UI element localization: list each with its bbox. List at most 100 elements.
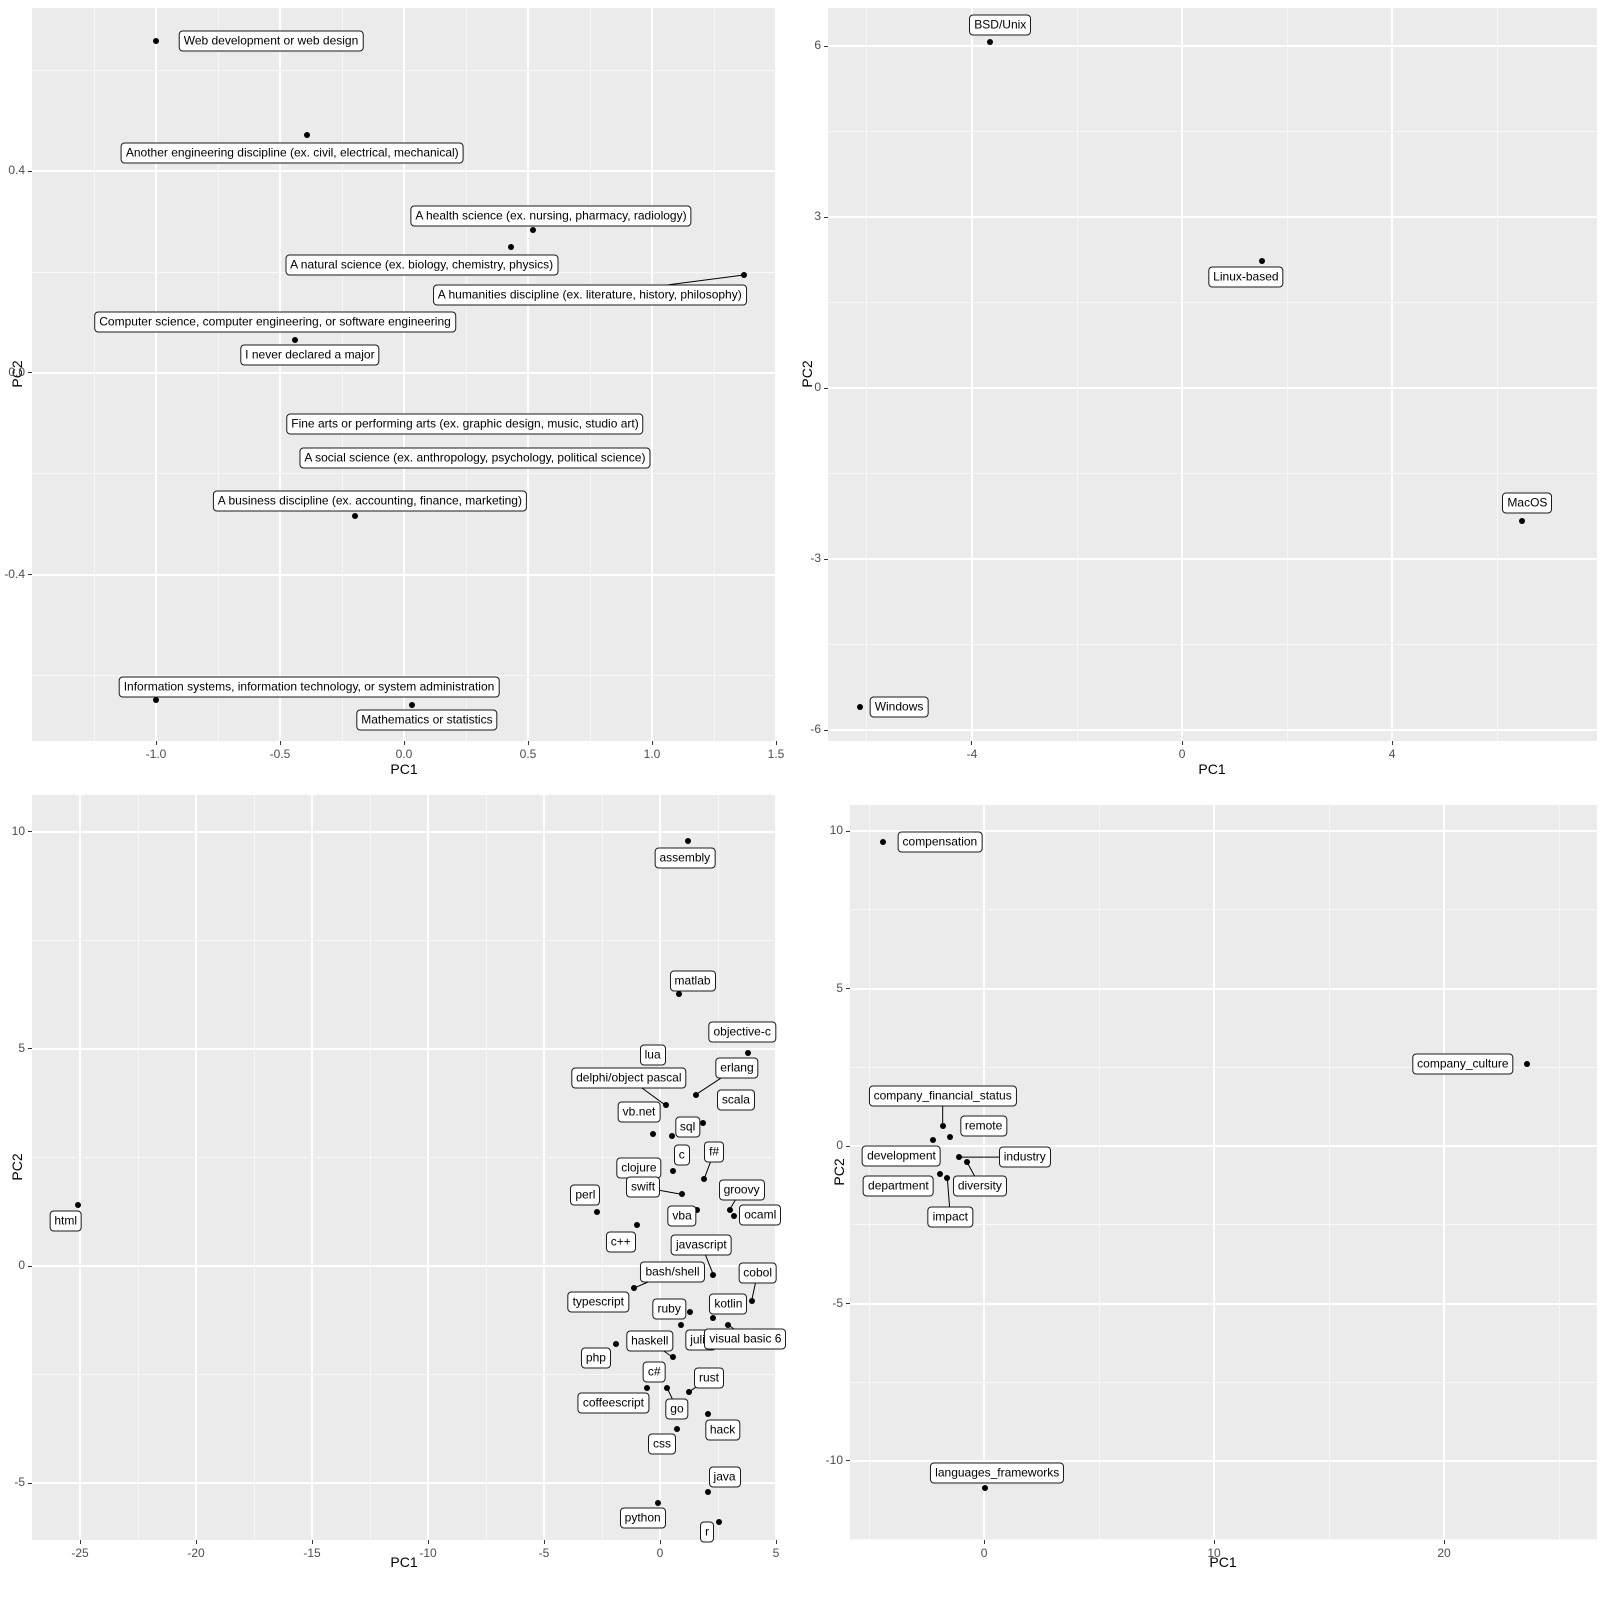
data-point <box>701 1176 708 1183</box>
gridline-minor <box>1328 805 1330 1540</box>
x-tick-mark <box>195 1540 197 1544</box>
x-tick-mark <box>279 741 281 745</box>
data-point <box>692 1091 699 1098</box>
data-point <box>725 1321 732 1328</box>
gridline-major <box>32 830 776 833</box>
point-label: html <box>49 1210 83 1232</box>
x-tick-label: 4 <box>1388 747 1396 761</box>
x-tick-mark <box>79 1540 81 1544</box>
x-tick-mark <box>775 741 777 745</box>
data-point <box>675 990 682 997</box>
point-label: BSD/Unix <box>969 14 1032 36</box>
x-tick-label: -5 <box>538 1546 550 1560</box>
point-label: Linux-based <box>1208 266 1284 288</box>
point-label: A social science (ex. anthropology, psyc… <box>299 447 651 469</box>
gridline-major <box>32 1265 776 1268</box>
y-tick-mark <box>824 558 828 560</box>
y-tick-mark <box>28 831 32 833</box>
data-point <box>946 1133 953 1140</box>
gridline-minor <box>717 795 719 1540</box>
point-label: A health science (ex. nursing, pharmacy,… <box>410 205 692 227</box>
x-tick-mark <box>1443 1540 1445 1544</box>
y-tick-label: 0.4 <box>8 163 25 178</box>
gridline-major <box>79 795 81 1540</box>
x-tick-label: 0 <box>656 1546 664 1560</box>
x-tick-label: 0.0 <box>395 747 413 761</box>
data-point <box>699 1119 706 1126</box>
y-tick-label: 0 <box>18 1258 25 1273</box>
y-tick-label: -3 <box>810 551 821 566</box>
x-tick-mark <box>1213 1540 1215 1544</box>
data-point <box>153 38 159 45</box>
point-label: r <box>700 1521 715 1543</box>
data-point <box>654 1499 661 1506</box>
gridline-major <box>32 170 776 173</box>
gridline-major <box>775 795 777 1540</box>
data-point <box>408 701 415 708</box>
data-point <box>982 1484 989 1491</box>
data-point <box>529 227 536 234</box>
x-axis-title: PC1 <box>390 761 418 777</box>
point-label: sql <box>674 1116 701 1138</box>
gridline-major <box>32 372 776 374</box>
data-point <box>694 1206 701 1213</box>
data-point <box>677 1321 684 1328</box>
x-tick-label: 0 <box>1178 747 1186 761</box>
gridline-minor <box>1558 805 1560 1540</box>
gridline-major <box>651 8 653 741</box>
y-tick-mark <box>846 1460 850 1462</box>
data-point <box>963 1158 970 1165</box>
point-label: coffeescript <box>577 1392 650 1414</box>
gridline-major <box>850 830 1597 833</box>
data-point <box>304 132 311 139</box>
gridline-major <box>311 795 313 1540</box>
data-point <box>944 1174 951 1181</box>
data-point <box>631 1284 638 1291</box>
gridline-minor <box>32 939 776 941</box>
x-axis-title: PC1 <box>1209 1554 1237 1570</box>
gridline-minor <box>93 8 95 741</box>
point-label: department <box>863 1175 934 1197</box>
data-point <box>679 1191 686 1198</box>
point-label: company_financial_status <box>868 1085 1017 1107</box>
y-tick-mark <box>824 387 828 389</box>
point-label: kotlin <box>709 1293 748 1315</box>
data-point <box>644 1384 651 1391</box>
y-tick-label: 3 <box>814 209 821 224</box>
data-point <box>704 1410 711 1417</box>
point-label: vb.net <box>617 1101 661 1123</box>
gridline-minor <box>850 1224 1597 1226</box>
data-point <box>748 1297 755 1304</box>
gridline-minor <box>828 644 1597 646</box>
y-tick-mark <box>824 729 828 731</box>
x-tick-label: 1.0 <box>643 747 661 761</box>
point-label: A natural science (ex. biology, chemistr… <box>285 254 559 276</box>
point-label: A business discipline (ex. accounting, f… <box>212 490 527 512</box>
point-label: A humanities discipline (ex. literature,… <box>432 284 747 306</box>
point-label: compensation <box>897 831 983 853</box>
data-point <box>726 1206 733 1213</box>
gridline-minor <box>253 795 255 1540</box>
point-label: industry <box>998 1146 1051 1168</box>
gridline-major <box>828 45 1597 48</box>
data-point <box>745 1050 752 1057</box>
point-label: cobol <box>738 1262 777 1284</box>
y-tick-label: 10 <box>11 823 25 838</box>
point-label: matlab <box>669 970 716 992</box>
gridline-major <box>828 729 1597 732</box>
gridline-minor <box>1286 8 1288 741</box>
point-label: c <box>673 1144 690 1166</box>
x-tick-label: -4 <box>966 747 978 761</box>
gridline-minor <box>850 1066 1597 1068</box>
point-label: css <box>647 1433 676 1455</box>
gridline-major <box>775 8 777 741</box>
data-point <box>633 1221 640 1228</box>
y-tick-mark <box>28 1048 32 1050</box>
point-label: scala <box>716 1089 755 1111</box>
x-axis-title: PC1 <box>1198 761 1226 777</box>
data-point <box>663 1384 670 1391</box>
y-axis-title: PC2 <box>9 1153 25 1181</box>
data-point <box>687 1308 694 1315</box>
x-axis-title: PC1 <box>390 1554 418 1570</box>
